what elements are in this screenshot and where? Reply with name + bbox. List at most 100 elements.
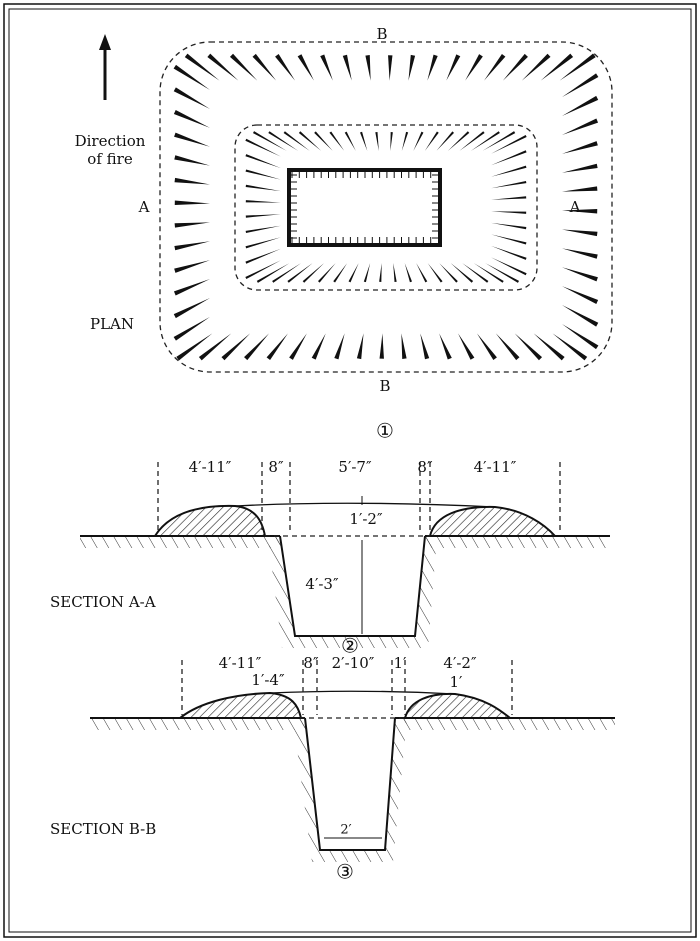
slope-stroke: [244, 333, 270, 361]
slope-stroke: [283, 131, 310, 151]
slope-stroke: [388, 55, 393, 81]
slope-stroke: [473, 263, 504, 283]
slope-stroke: [552, 333, 588, 361]
slope-stroke: [491, 196, 527, 200]
slope-stroke: [173, 279, 210, 296]
slope-stroke: [458, 333, 475, 360]
section-label: A: [138, 198, 150, 216]
pit: [287, 168, 442, 247]
slope-stroke: [514, 333, 543, 361]
slope-stroke: [459, 131, 485, 151]
slope-stroke: [462, 263, 489, 283]
slope-stroke: [562, 73, 599, 98]
slope-stroke: [521, 53, 551, 81]
slope-stroke: [289, 333, 307, 360]
slope-stroke: [245, 184, 281, 192]
slope-stroke: [297, 54, 314, 81]
slope-stroke: [491, 245, 527, 260]
slope-stroke: [401, 333, 407, 359]
slope-stroke: [298, 131, 322, 151]
slope-stroke: [333, 263, 348, 283]
slope-stroke: [173, 110, 210, 128]
slope-stroke: [491, 165, 527, 177]
slope-stroke: [379, 333, 384, 359]
slope-stroke: [317, 263, 336, 283]
slope-stroke: [562, 141, 598, 154]
trench: [279, 535, 426, 637]
slope-stroke: [562, 305, 599, 327]
section-bb: 4′-11″ 8″ 2′-10″ 1′ 4′-2″ 1′-4″ 1′ 2′ SE…: [50, 654, 615, 884]
slope-stroke: [363, 263, 371, 283]
section-title: SECTION B-B: [50, 820, 156, 838]
slope-stroke: [436, 131, 455, 151]
slope-stroke: [562, 267, 598, 282]
slope-stroke: [245, 200, 281, 203]
ground: [80, 536, 280, 548]
slope-stroke: [447, 131, 470, 151]
dimension: 4′-11″: [219, 654, 262, 672]
slope-stroke: [427, 54, 438, 81]
slope-stroke: [174, 132, 210, 147]
direction-line: Direction: [75, 132, 146, 150]
dimension: 1′-2″: [349, 510, 383, 528]
trench-wall: [268, 536, 437, 648]
section-title: SECTION A-A: [50, 593, 156, 611]
slope-stroke: [562, 163, 598, 173]
slope-stroke: [207, 53, 239, 81]
slope-stroke: [562, 323, 599, 350]
slope-stroke: [491, 222, 527, 230]
slope-stroke: [245, 169, 281, 180]
dimension: 8″: [417, 458, 433, 476]
slope-stroke: [562, 229, 598, 237]
fill-surface: [269, 690, 456, 695]
slope-stroke: [559, 53, 596, 81]
slope-stroke: [562, 248, 598, 259]
ground: [90, 718, 305, 730]
slope-stroke: [502, 53, 528, 81]
slope-stroke: [491, 257, 527, 276]
slope-stroke: [562, 186, 598, 192]
slope-stroke: [173, 87, 210, 109]
parapet: [153, 504, 267, 537]
slope-stroke: [450, 263, 474, 283]
slope-stroke: [439, 263, 458, 283]
slope-stroke: [491, 211, 527, 214]
slope-stroke: [491, 134, 527, 154]
slope-stroke: [365, 55, 371, 81]
slope-stroke: [245, 237, 281, 249]
slope-stroke: [334, 333, 345, 360]
outer-border: [3, 3, 697, 938]
dimension: 4′-2″: [443, 654, 477, 672]
slope-stroke: [484, 53, 506, 81]
slope-stroke: [408, 54, 416, 81]
dimension: 1′: [394, 654, 408, 672]
parapet: [428, 505, 558, 537]
slope-stroke: [184, 53, 220, 81]
slope-stroke: [174, 155, 210, 166]
slope-stroke: [287, 263, 313, 283]
slope-stroke: [342, 54, 352, 81]
slope-stroke: [320, 54, 333, 81]
slope-stroke: [229, 53, 258, 81]
section-aa: 4′-11″ 8″ 5′-7″ 8″ 4′-11″ 1′-2″ 4′-3″ SE…: [50, 458, 610, 658]
plan-title: PLAN: [90, 315, 134, 333]
trench-wall: [293, 718, 407, 862]
slope-stroke: [390, 132, 393, 151]
arrow-head: [99, 34, 111, 50]
slope-stroke: [375, 131, 379, 151]
slope-stroke: [198, 333, 232, 361]
slope-stroke: [329, 131, 345, 151]
slope-stroke: [491, 234, 527, 245]
dimension: 8″: [303, 654, 319, 672]
slope-stroke: [491, 150, 527, 166]
section-label: A: [569, 198, 581, 216]
slope-stroke: [533, 333, 565, 361]
section-label: B: [379, 377, 390, 395]
slope-stroke: [302, 263, 325, 283]
ground: [425, 536, 610, 548]
slope-stroke: [245, 260, 281, 280]
outer-parapet-edge: [159, 41, 613, 373]
figure-number: ②: [341, 634, 359, 658]
slope-stroke: [562, 286, 599, 304]
slope-stroke: [252, 53, 277, 81]
